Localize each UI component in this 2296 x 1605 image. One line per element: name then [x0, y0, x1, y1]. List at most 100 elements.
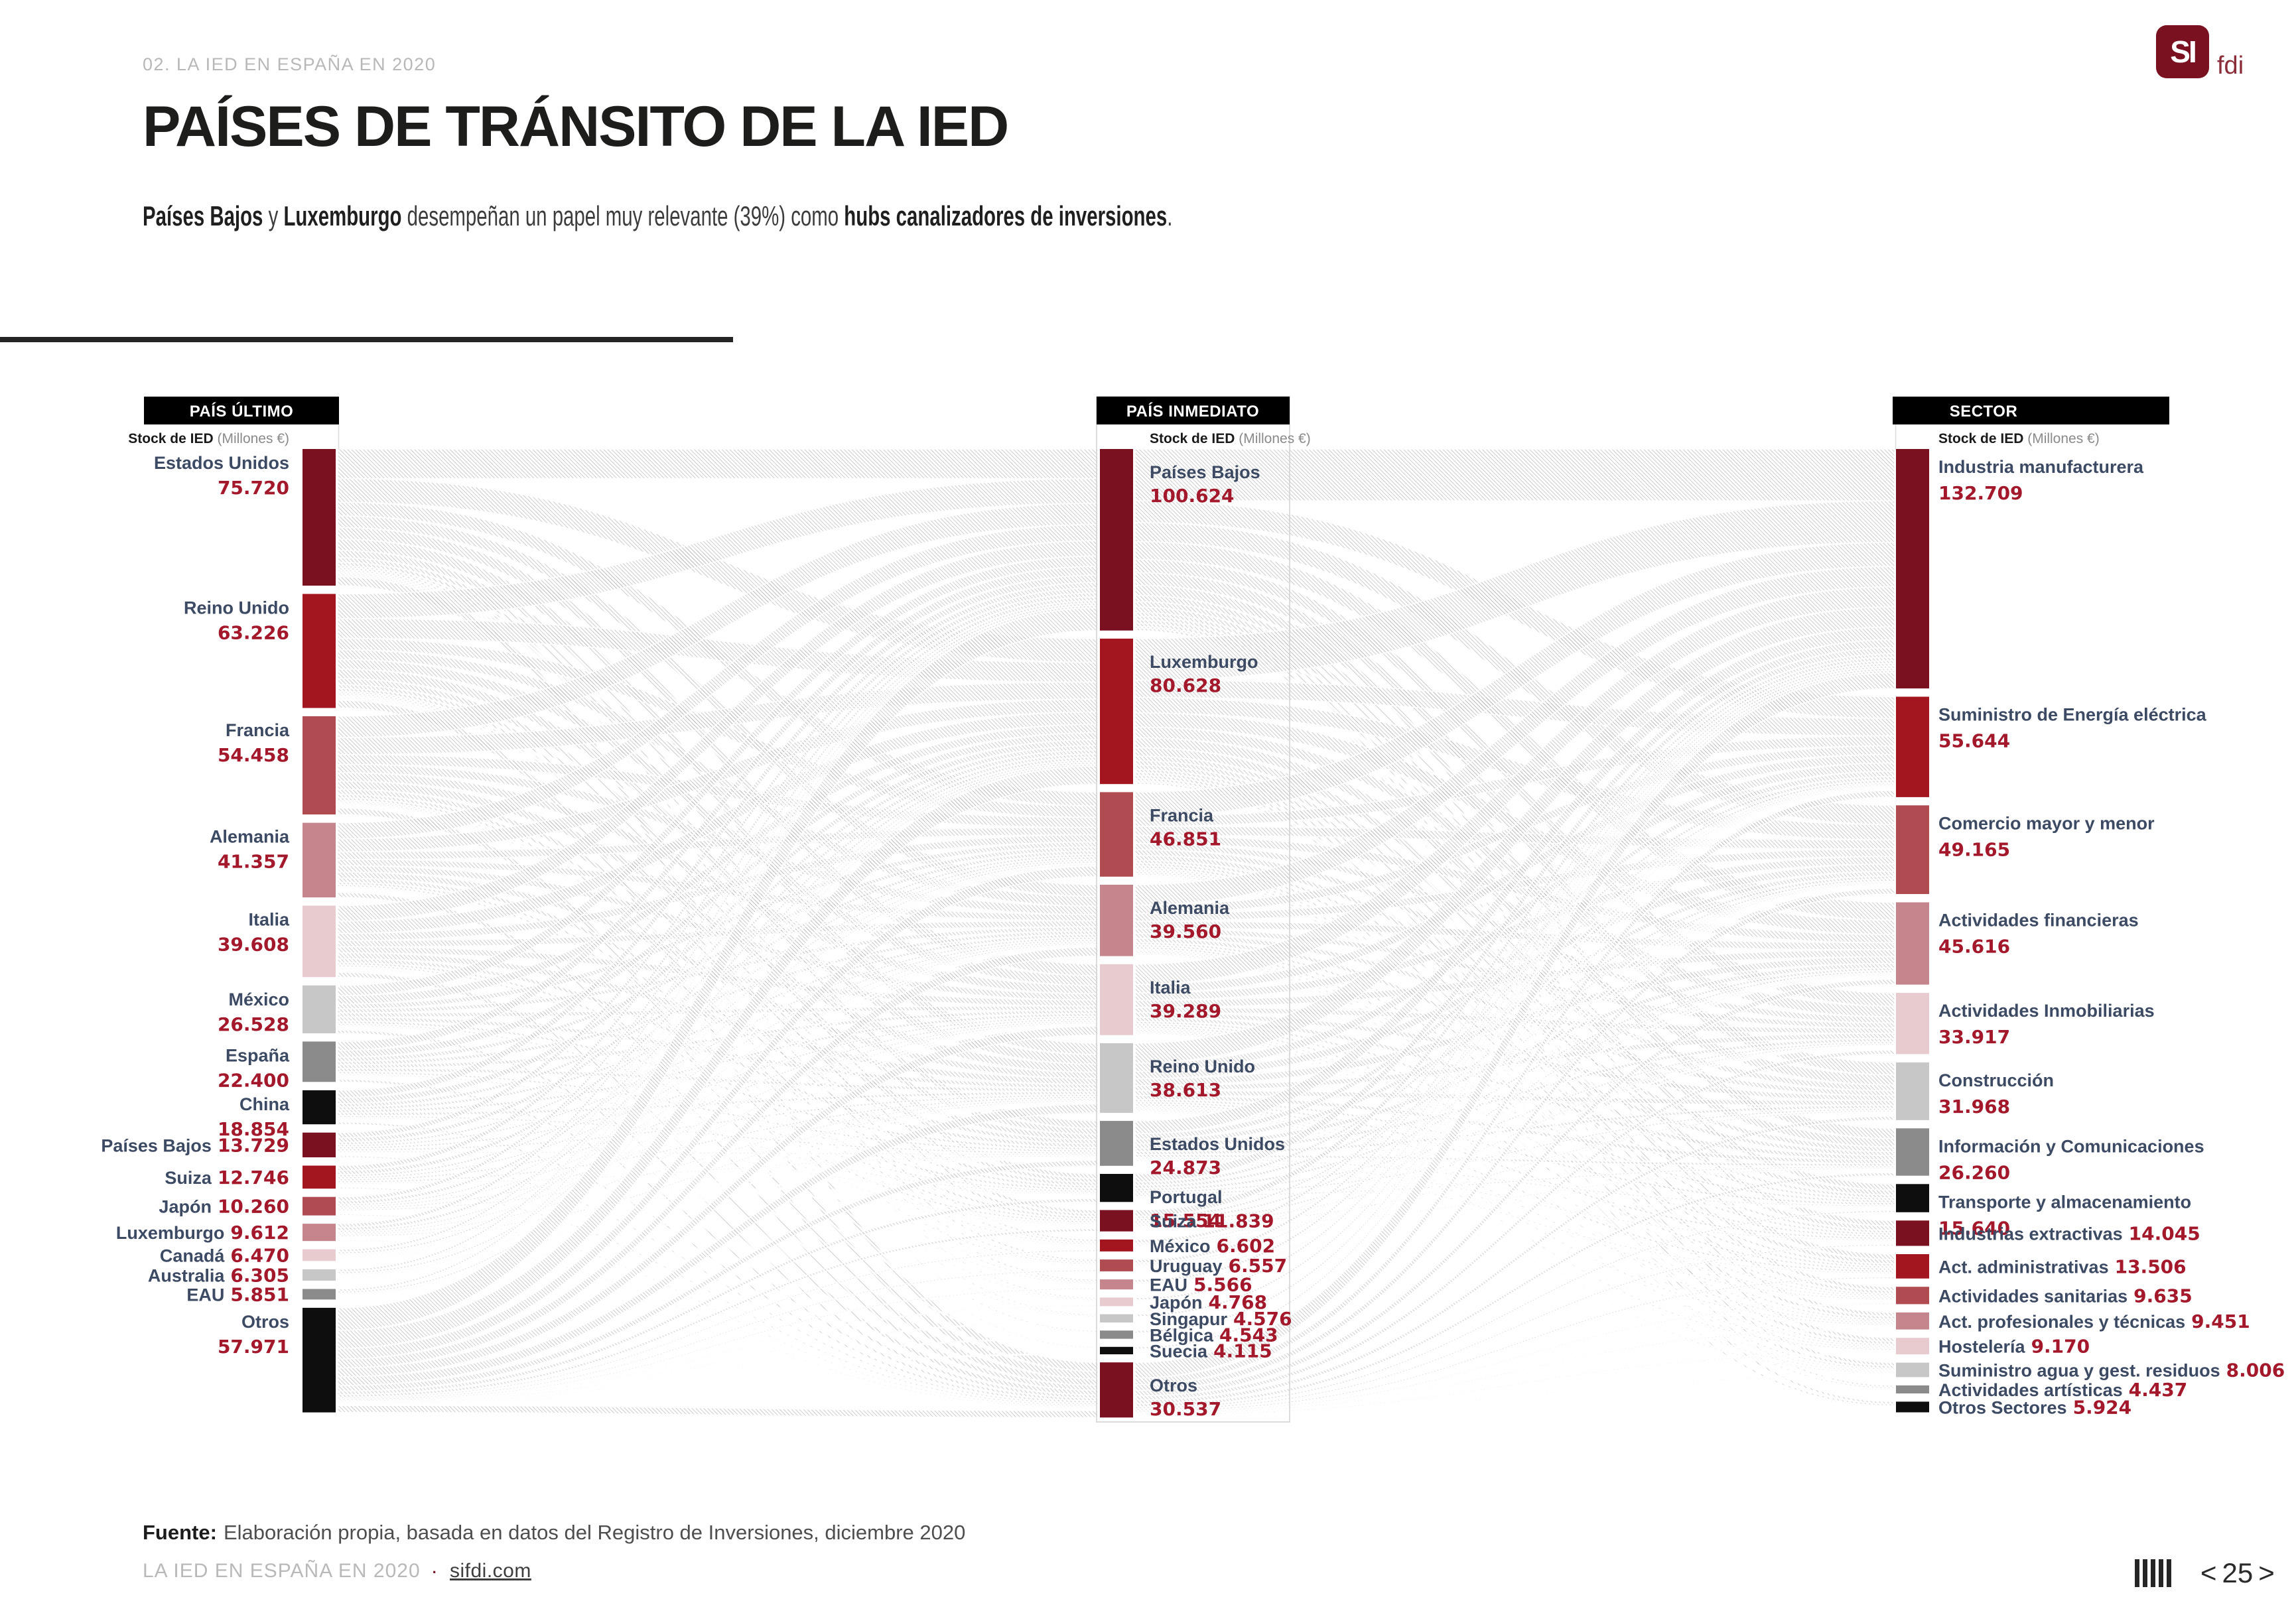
sankey-node-bar — [1896, 1338, 1929, 1355]
sankey-link — [1134, 1172, 1895, 1407]
sankey-node-label: Suiza 12.746 — [165, 1167, 289, 1188]
sankey-node-bar — [1100, 1297, 1133, 1307]
sankey-node-label: Actividades artísticas 4.437 — [1938, 1379, 2187, 1401]
page-title: PAÍSES DE TRÁNSITO DE LA IED — [143, 95, 1009, 159]
sankey-node-label: EAU 5.851 — [186, 1283, 289, 1305]
sankey-link — [1134, 887, 1895, 1391]
sankey-node-bar — [1896, 449, 1929, 688]
sankey-node-bar — [303, 905, 336, 978]
sankey-labels-pais_ultimo: Estados Unidos 75.720 Reino Unido 63.226 Fra… — [101, 453, 290, 1358]
footer-link[interactable]: sifdi.com — [449, 1560, 531, 1582]
sankey-link — [337, 866, 1099, 1360]
sankey-node-bar — [303, 1249, 336, 1261]
column-header-box — [1097, 397, 1290, 424]
sankey-node-bar — [303, 1041, 336, 1082]
sankey-link — [1134, 1210, 1895, 1409]
sankey-node-label: Estados Unidos — [1150, 1134, 1285, 1154]
footer: LA IED EN ESPAÑA EN 2020 · sifdi.com — [143, 1560, 531, 1582]
sifdi-logo-suffix: fdi — [2217, 52, 2244, 80]
next-page-button[interactable]: > — [2258, 1557, 2275, 1588]
sankey-nodes-pais_ultimo — [303, 449, 336, 1413]
source-text: Elaboración propia, basada en datos del … — [223, 1521, 966, 1544]
sankey-link — [337, 607, 1099, 1331]
sankey-node-bar — [1896, 696, 1929, 797]
sankey-node-value: 39.560 — [1150, 921, 1221, 942]
sifdi-logo-text: SI — [2170, 34, 2197, 69]
sankey-node-value: 24.873 — [1150, 1157, 1221, 1179]
column-header-label: PAÍS ÚLTIMO — [190, 402, 294, 420]
sankey-node-bar — [1896, 1220, 1929, 1246]
sankey-node-value: 100.624 — [1150, 485, 1235, 507]
sankey-link — [337, 1249, 1099, 1399]
sankey-link — [1134, 1302, 1895, 1414]
sankey-node-bar — [1100, 1346, 1133, 1354]
sankey-node-label: Otros — [1150, 1376, 1197, 1395]
source-label: Fuente: — [143, 1521, 217, 1544]
sankey-node-value: 31.968 — [1938, 1096, 2010, 1118]
sankey-node-label: Reino Unido — [1150, 1057, 1255, 1076]
subtitle-segment: hubs canalizadores de inversiones — [844, 200, 1168, 231]
sankey-node-bar — [1100, 1330, 1133, 1339]
sankey-node-bar — [1896, 1287, 1929, 1305]
sankey-node-label: EAU 5.566 — [1150, 1274, 1252, 1296]
sankey-link — [1134, 672, 1895, 1379]
sankey-node-value: 54.458 — [218, 744, 289, 766]
sankey-node-label: Reino Unido — [184, 598, 289, 618]
stock-unit-label: Stock de IED (Millones €) — [128, 431, 289, 446]
sankey-link — [337, 1025, 1099, 1378]
sankey-link — [1134, 1376, 1895, 1417]
stock-unit-label: Stock de IED (Millones €) — [1938, 431, 2100, 446]
sankey-node-bar — [303, 1224, 336, 1242]
sankey-node-label: Act. profesionales y técnicas 9.451 — [1938, 1311, 2250, 1332]
sankey-link — [337, 1159, 1099, 1392]
sankey-node-value: 38.613 — [1150, 1079, 1221, 1101]
sankey-node-bar — [1896, 1128, 1929, 1176]
sankey-node-bar — [1896, 1362, 1929, 1378]
sankey-node-bar — [1100, 1043, 1133, 1113]
sankey-link — [337, 1269, 1099, 1401]
sankey-node-bar — [1100, 1174, 1133, 1202]
sankey-node-label: Uruguay 6.557 — [1150, 1255, 1287, 1277]
subtitle-segment: desempeñan un papel muy relevante (39%) … — [401, 200, 844, 231]
sankey-node-value: 33.917 — [1938, 1026, 2010, 1048]
sankey-node-value: 80.628 — [1150, 674, 1221, 696]
sankey-node-value: 39.608 — [218, 934, 289, 956]
sankey-node-label: Suecia 4.115 — [1150, 1340, 1272, 1362]
sankey-link — [1134, 790, 1895, 1385]
pagination: < 25 > — [2135, 1557, 2280, 1589]
subtitle-segment: y — [263, 200, 284, 231]
sankey-link — [1134, 1116, 1895, 1405]
sankey-node-label: Italia — [248, 910, 290, 930]
sankey-node-label: Australia 6.305 — [148, 1264, 289, 1286]
sankey-node-bar — [303, 716, 336, 814]
sankey-node-bar — [1100, 638, 1133, 785]
sankey-node-label: Otros — [241, 1312, 289, 1332]
prev-page-button[interactable]: < — [2200, 1557, 2217, 1588]
sankey-link — [337, 1337, 1099, 1405]
sankey-node-bar — [1100, 1210, 1133, 1232]
sankey-node-bar — [1896, 1312, 1929, 1330]
sankey-link — [1134, 1049, 1895, 1401]
sankey-node-value: 26.528 — [218, 1013, 289, 1035]
sankey-link — [337, 765, 1099, 1350]
sankey-node-bar — [1100, 1121, 1133, 1166]
source-note: Fuente: Elaboración propia, basada en dat… — [143, 1521, 965, 1545]
sankey-node-bar — [1896, 1062, 1929, 1120]
sankey-node-label: España — [226, 1045, 290, 1065]
stock-unit-label: Stock de IED (Millones €) — [1150, 431, 1311, 446]
sankey-node-label: Países Bajos 13.729 — [101, 1134, 289, 1156]
sankey-node-value: 26.260 — [1938, 1161, 2010, 1183]
sankey-node-bar — [1100, 1314, 1133, 1322]
subtitle-segment: . — [1167, 200, 1173, 231]
menu-bars-icon[interactable] — [2135, 1559, 2171, 1587]
sankey-link — [337, 1104, 1099, 1386]
links-inmediato-to-sector — [1134, 448, 1895, 1417]
sankey-node-label: Estados Unidos — [154, 453, 289, 473]
sankey-link — [1134, 1244, 1895, 1411]
sankey-link — [1134, 1352, 1895, 1416]
sankey-link — [1134, 886, 1895, 1336]
sankey-node-value: 22.400 — [218, 1069, 289, 1091]
sankey-node-bar — [303, 1196, 336, 1216]
sankey-node-value: 15.554 — [1150, 1210, 1221, 1232]
